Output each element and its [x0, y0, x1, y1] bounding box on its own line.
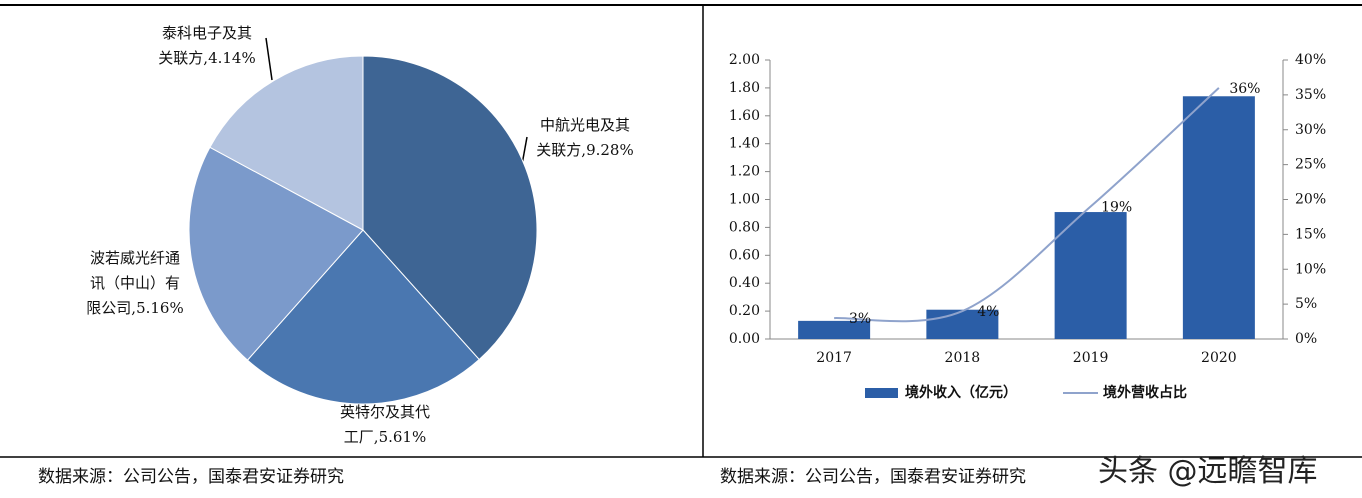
source-note: 数据来源：公司公告，国泰君安证券研究 [38, 467, 344, 487]
category-label: 英特尔及其代工厂, [339, 403, 430, 446]
value-label: 4.14% [208, 49, 256, 67]
value-label: 9.28% [586, 141, 634, 159]
bar [926, 309, 999, 339]
category-label: 中航光电及其关联方, [536, 116, 630, 159]
y2-tick-label: 35% [1295, 87, 1326, 103]
watermark: 头条 @远瞻智库 [1098, 454, 1318, 489]
y-tick-label: 0.80 [729, 219, 760, 235]
legend-label: 境外收入（亿元） [905, 384, 1017, 401]
pie-label: 波若威光纤通讯（中山）有限公司,5.16% [86, 246, 184, 321]
y-tick-label: 0.00 [729, 331, 760, 347]
value-label: 36% [1229, 81, 1260, 97]
category-label: 泰科电子及其关联方, [158, 24, 252, 67]
y2-tick-label: 5% [1295, 296, 1317, 312]
y-tick-label: 1.40 [729, 136, 760, 152]
y-tick-label: 1.80 [729, 80, 760, 96]
bar [1182, 96, 1255, 340]
value-label: 4% [977, 304, 999, 320]
bar [1054, 212, 1127, 339]
value-label: 19% [1101, 199, 1132, 215]
y-tick-label: 1.00 [729, 192, 760, 208]
leader-line [265, 37, 273, 81]
y-tick-label: 1.60 [729, 108, 760, 124]
y-tick-label: 2.00 [729, 52, 760, 68]
pie-label: 英特尔及其代工厂,5.61% [336, 400, 434, 450]
value-label: 3% [849, 311, 871, 327]
y2-tick-label: 40% [1295, 52, 1326, 68]
legend-swatch [865, 388, 898, 398]
y2-tick-label: 15% [1295, 226, 1326, 242]
pie-slice [246, 229, 480, 405]
line [834, 87, 1220, 323]
category-label: 波若威光纤通讯（中山）有限公司, [86, 249, 180, 317]
y2-tick-label: 30% [1295, 122, 1326, 138]
pie-label: 泰科电子及其关联方,4.14% [158, 21, 256, 71]
legend-label: 境外营收占比 [1103, 384, 1187, 401]
x-tick-label: 2019 [1073, 350, 1109, 366]
y-tick-label: 0.40 [729, 275, 760, 291]
x-tick-label: 2020 [1201, 350, 1237, 366]
pie-slice [362, 55, 538, 361]
y2-tick-label: 20% [1295, 192, 1326, 208]
pie-slice [209, 55, 364, 231]
source-note: 数据来源：公司公告，国泰君安证券研究 [720, 467, 1026, 487]
bar [798, 320, 871, 339]
y-tick-label: 0.60 [729, 247, 760, 263]
pie-label: 中航光电及其关联方,9.28% [536, 113, 634, 163]
y-tick-label: 0.20 [729, 303, 760, 319]
value-label: 5.16% [136, 299, 184, 317]
y-tick-label: 1.20 [729, 164, 760, 180]
x-tick-label: 2018 [945, 350, 981, 366]
pie-slice [188, 146, 364, 361]
y2-tick-label: 0% [1295, 331, 1317, 347]
y2-tick-label: 10% [1295, 261, 1326, 277]
y2-tick-label: 25% [1295, 157, 1326, 173]
x-tick-label: 2017 [816, 350, 852, 366]
value-label: 5.61% [378, 428, 427, 446]
